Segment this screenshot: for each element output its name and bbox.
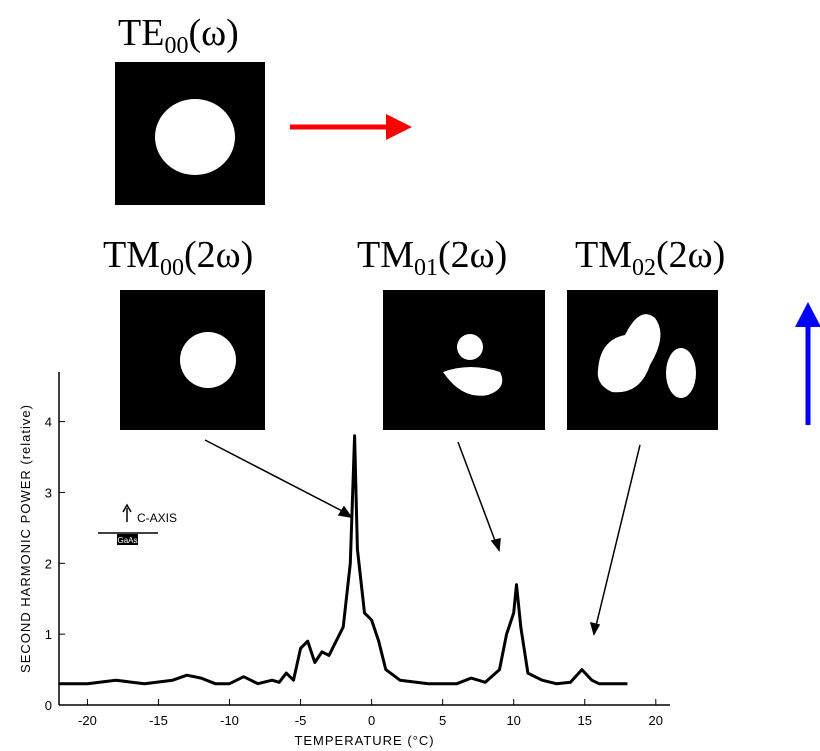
pointer: [458, 442, 497, 546]
mode-image: [383, 290, 545, 430]
y-tick-label: 4: [45, 415, 52, 430]
figure: 01234-20-15-10-505101520TEMPERATURE (°C)…: [0, 0, 820, 751]
y-tick-label: 1: [45, 627, 52, 642]
mode-spot: [457, 334, 483, 360]
mode-label: TM02(2ω): [575, 234, 725, 281]
red-arrowhead: [386, 114, 412, 140]
x-tick-label: 15: [578, 713, 592, 728]
crystal-label: GaAs: [117, 536, 137, 545]
mode-spot: [666, 348, 696, 398]
x-tick-label: -15: [149, 713, 168, 728]
pointer-arrows: [205, 440, 640, 634]
mode-subscript: 00: [160, 255, 184, 281]
mode-label: TE00(ω): [118, 12, 239, 59]
mode-spot: [180, 332, 236, 388]
x-tick-label: 5: [439, 713, 446, 728]
mode-argument: (2ω): [438, 234, 507, 276]
y-tick-label: 0: [45, 698, 52, 713]
data-line: [59, 436, 627, 684]
mode-base: TM: [575, 234, 632, 276]
c-axis-label: C-AXIS: [137, 511, 177, 525]
x-tick-label: -5: [295, 713, 307, 728]
x-tick-label: -10: [220, 713, 239, 728]
pointer-head: [492, 539, 500, 550]
mode-argument: (2ω): [656, 234, 725, 276]
x-tick-label: -20: [78, 713, 97, 728]
mode-label: TM00(2ω): [103, 234, 253, 281]
mode-label: TM01(2ω): [357, 234, 507, 281]
mode-subscript: 01: [414, 255, 438, 281]
y-tick-label: 3: [45, 485, 52, 500]
x-axis-label: TEMPERATURE (°C): [294, 733, 434, 748]
mode-base: TM: [103, 234, 160, 276]
y-axis-label: SECOND HARMONIC POWER (relative): [18, 404, 33, 673]
y-tick-label: 2: [45, 556, 52, 571]
x-tick-label: 20: [649, 713, 663, 728]
mode-base: TE: [118, 12, 164, 54]
mode-base: TM: [357, 234, 414, 276]
x-tick-label: 10: [506, 713, 520, 728]
mode-subscript: 00: [164, 33, 188, 59]
mode-argument: (2ω): [184, 234, 253, 276]
pointer: [595, 445, 640, 630]
pointer-head: [339, 507, 351, 517]
pointer: [205, 440, 348, 514]
mode-argument: (ω): [188, 12, 238, 54]
pointer-head: [591, 623, 599, 634]
x-tick-label: 0: [368, 713, 375, 728]
blue-arrowhead: [795, 302, 820, 327]
mode-subscript: 02: [632, 255, 656, 281]
mode-spot: [155, 99, 235, 175]
